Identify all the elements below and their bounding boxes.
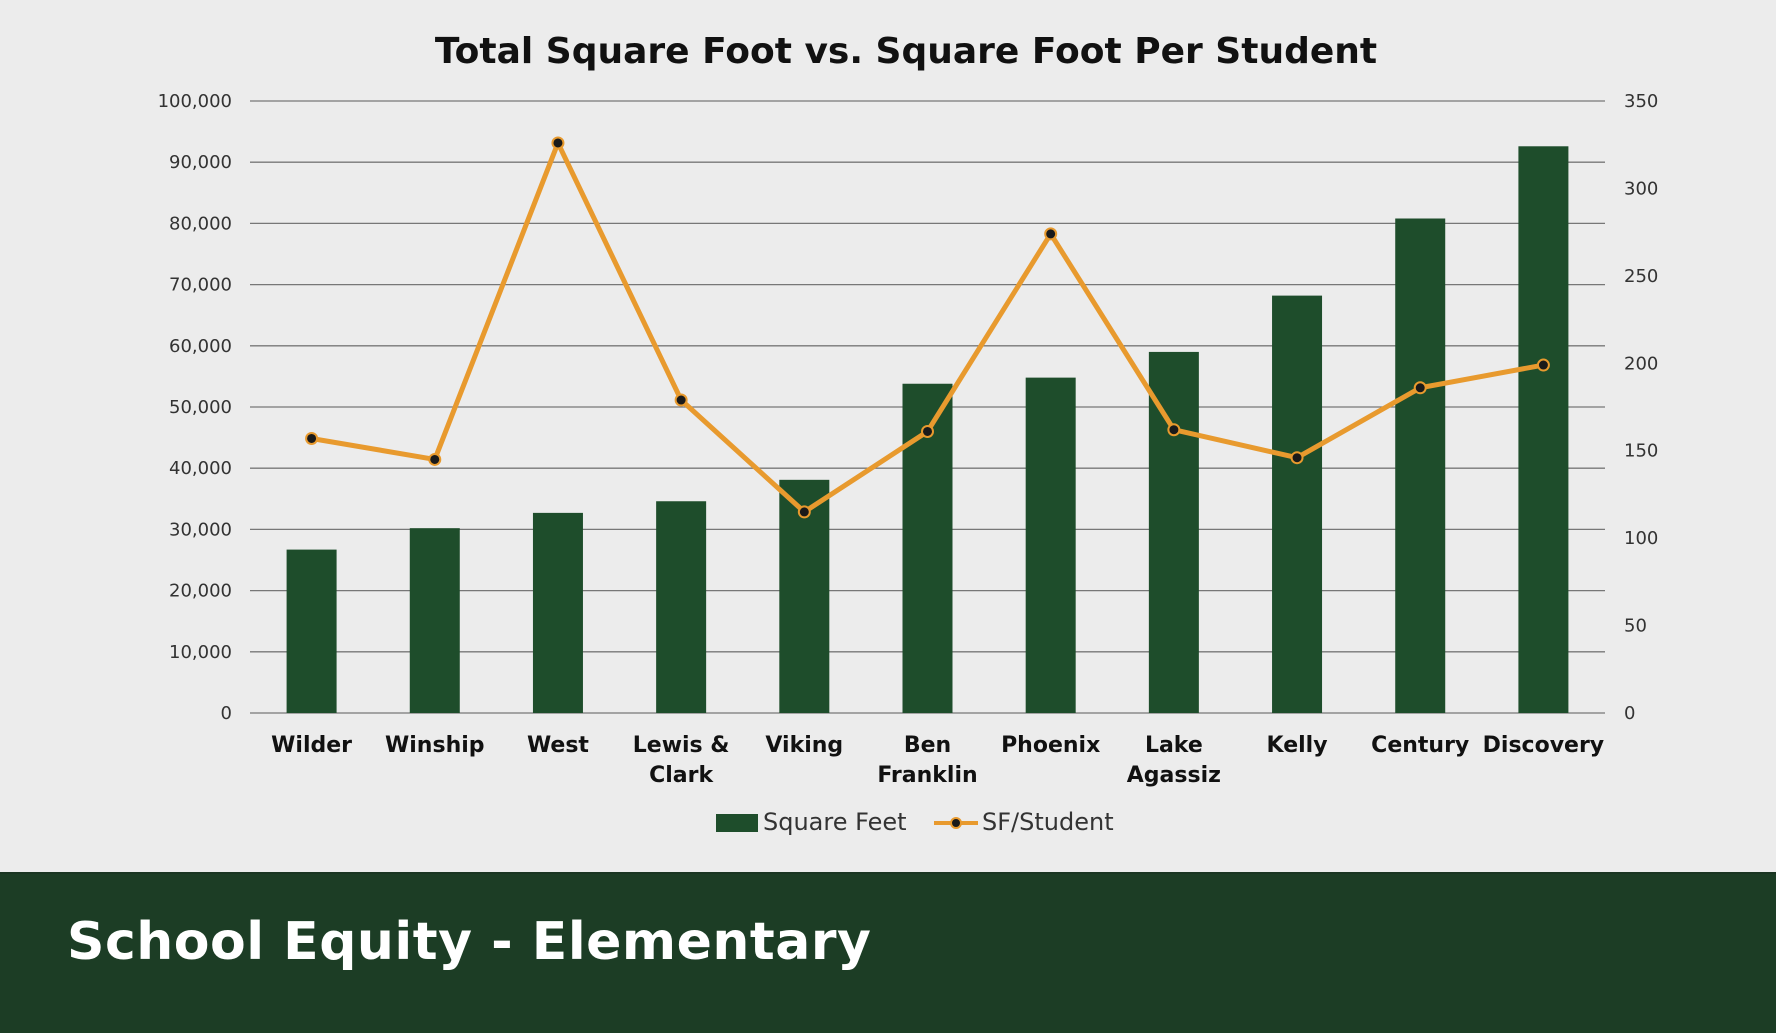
line-point bbox=[428, 452, 442, 466]
category-label: Viking bbox=[765, 733, 843, 758]
bar bbox=[532, 512, 583, 713]
bar bbox=[286, 549, 337, 713]
line-point bbox=[921, 424, 934, 438]
legend-bar-swatch bbox=[716, 814, 758, 832]
right-axis-tick-label: 150 bbox=[1624, 441, 1658, 462]
legend-bar-label: Square Feet bbox=[763, 808, 907, 836]
bar bbox=[1148, 351, 1199, 713]
bar bbox=[1025, 377, 1076, 713]
legend: Square Feet SF/Student bbox=[716, 808, 1114, 836]
right-axis-tick-label: 50 bbox=[1624, 616, 1647, 637]
left-axis-tick-label: 40,000 bbox=[169, 458, 232, 479]
bar-series bbox=[286, 146, 1569, 714]
bar bbox=[902, 383, 953, 713]
combo-chart: Total Square Foot vs. Square Foot Per St… bbox=[158, 31, 1659, 836]
right-axis-tick-label: 100 bbox=[1624, 528, 1658, 549]
footer-title: School Equity - Elementary bbox=[67, 912, 872, 972]
left-axis-ticks: 0 10,000 20,000 30,000 40,000 50,000 60,000 70,… bbox=[158, 91, 232, 724]
bar bbox=[409, 528, 460, 713]
category-label: Century bbox=[1371, 733, 1469, 758]
right-axis-tick-label: 350 bbox=[1624, 91, 1658, 112]
category-label: Ben Franklin bbox=[877, 733, 977, 788]
left-axis-tick-label: 90,000 bbox=[169, 152, 232, 173]
legend-line-label: SF/Student bbox=[982, 808, 1114, 836]
right-axis-tick-label: 250 bbox=[1624, 266, 1658, 287]
left-axis-tick-label: 100,000 bbox=[158, 91, 232, 112]
line-point bbox=[797, 505, 811, 519]
chart-area: Total Square Foot vs. Square Foot Per St… bbox=[157, 31, 1659, 836]
bar bbox=[656, 501, 707, 713]
left-axis-tick-label: 60,000 bbox=[169, 336, 232, 357]
chart-title: Total Square Foot vs. Square Foot Per St… bbox=[435, 31, 1377, 72]
left-axis-tick-label: 10,000 bbox=[169, 642, 232, 663]
right-axis-tick-label: 300 bbox=[1624, 178, 1658, 199]
category-label: West bbox=[527, 733, 589, 758]
bar bbox=[1518, 146, 1569, 714]
bar bbox=[1395, 218, 1446, 713]
line-point bbox=[1536, 358, 1550, 372]
left-axis-tick-label: 70,000 bbox=[169, 275, 232, 296]
left-axis-tick-label: 50,000 bbox=[169, 397, 232, 418]
line-point bbox=[1044, 227, 1058, 241]
category-label: Kelly bbox=[1267, 733, 1328, 758]
legend-line-marker bbox=[950, 817, 962, 829]
category-label: Wilder bbox=[271, 733, 352, 758]
line-point bbox=[305, 431, 319, 445]
category-label: Lewis & Clark bbox=[633, 733, 730, 788]
left-axis-tick-label: 80,000 bbox=[169, 213, 232, 234]
footer-banner: School Equity - Elementary bbox=[0, 872, 1776, 1033]
right-axis-ticks: 0 50 100 150 200 250 300 350 bbox=[1624, 91, 1658, 724]
line-point bbox=[1167, 423, 1181, 437]
category-label: Lake Agassiz bbox=[1127, 733, 1221, 788]
right-axis-tick-label: 0 bbox=[1624, 703, 1635, 724]
category-label: Phoenix bbox=[1001, 733, 1100, 758]
right-axis-tick-label: 200 bbox=[1624, 353, 1658, 374]
line-point bbox=[551, 136, 565, 150]
line-point bbox=[674, 393, 688, 407]
bar bbox=[779, 479, 830, 713]
line-point bbox=[1413, 381, 1427, 395]
category-labels: Wilder Winship West Lewis & Clark Viking Ben Fr… bbox=[271, 733, 1604, 788]
bar bbox=[1272, 295, 1323, 713]
line-series bbox=[305, 136, 1550, 519]
line-point bbox=[1290, 451, 1304, 465]
category-label: Discovery bbox=[1483, 733, 1605, 758]
left-axis-tick-label: 20,000 bbox=[169, 581, 232, 602]
left-axis-tick-label: 30,000 bbox=[169, 519, 232, 540]
category-label: Winship bbox=[385, 733, 485, 758]
left-axis-tick-label: 0 bbox=[221, 703, 232, 724]
